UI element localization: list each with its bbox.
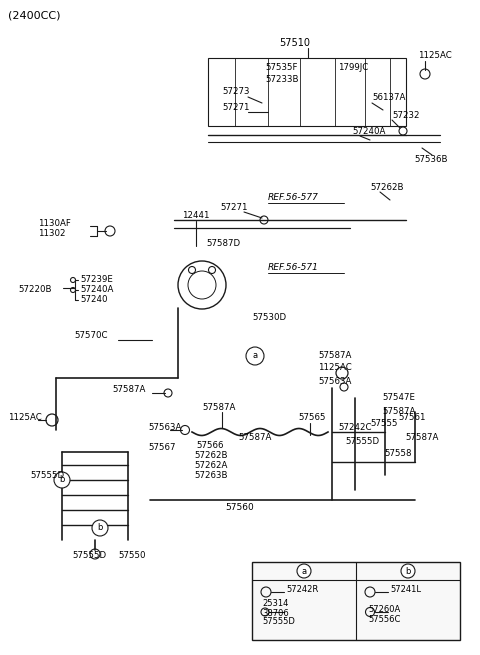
Text: 57530D: 57530D (252, 314, 286, 322)
Text: 1130AF: 1130AF (38, 219, 71, 229)
Text: 57561: 57561 (398, 413, 425, 422)
Text: 57240: 57240 (80, 295, 108, 305)
Text: 57550: 57550 (118, 550, 145, 559)
Text: 57555D: 57555D (72, 552, 106, 561)
Text: 57271: 57271 (220, 204, 248, 212)
Text: 57565: 57565 (298, 413, 325, 422)
Bar (208, 58, 406, 126)
Text: 57563A: 57563A (318, 377, 351, 386)
Text: 25314: 25314 (262, 599, 288, 608)
Text: 57220B: 57220B (18, 286, 51, 295)
Text: b: b (97, 523, 103, 533)
Text: 38706: 38706 (262, 608, 289, 618)
Text: 57547E: 57547E (382, 394, 415, 403)
Text: 57566: 57566 (196, 441, 224, 449)
Text: 57260A: 57260A (368, 605, 400, 614)
Text: 57232: 57232 (392, 111, 420, 121)
Text: 11302: 11302 (38, 229, 65, 238)
Text: 57240A: 57240A (352, 128, 385, 136)
Text: 57536B: 57536B (414, 155, 447, 164)
Circle shape (92, 520, 108, 536)
Text: 12441: 12441 (182, 210, 209, 219)
Text: 57262A: 57262A (194, 462, 228, 470)
Text: 57587D: 57587D (206, 240, 240, 248)
Circle shape (297, 564, 311, 578)
Text: b: b (405, 567, 411, 576)
Text: 57535F: 57535F (265, 64, 298, 73)
Text: a: a (301, 567, 307, 576)
Text: 57558: 57558 (384, 449, 411, 458)
Text: 57262B: 57262B (194, 451, 228, 460)
Text: 57510: 57510 (279, 38, 311, 48)
Text: 57555D: 57555D (30, 472, 64, 481)
Text: 57587A: 57587A (238, 434, 271, 443)
Text: 57555D: 57555D (345, 438, 379, 447)
Text: 57556C: 57556C (368, 614, 400, 624)
Text: 57233B: 57233B (265, 75, 299, 84)
Text: 57587A: 57587A (112, 386, 145, 394)
Text: 57567: 57567 (148, 443, 176, 453)
Text: 57242R: 57242R (286, 584, 318, 593)
Text: b: b (60, 476, 65, 485)
Text: 57560: 57560 (226, 504, 254, 512)
Circle shape (246, 347, 264, 365)
Text: 1125AC: 1125AC (8, 413, 42, 422)
Text: 56137A: 56137A (372, 94, 406, 102)
Text: 57263B: 57263B (194, 472, 228, 481)
Text: 1125AC: 1125AC (418, 50, 452, 60)
Text: 57587A: 57587A (318, 350, 351, 360)
Text: 57241L: 57241L (390, 584, 421, 593)
Text: 1125AC: 1125AC (318, 364, 352, 373)
Text: REF.56-577: REF.56-577 (268, 193, 319, 202)
Text: 57271: 57271 (222, 103, 250, 113)
Text: 57563A: 57563A (148, 424, 181, 432)
Text: 1799JC: 1799JC (338, 64, 368, 73)
Text: 57239E: 57239E (80, 276, 113, 284)
Text: REF.56-571: REF.56-571 (268, 263, 319, 272)
Text: a: a (252, 352, 258, 360)
Text: 57273: 57273 (222, 88, 250, 96)
Text: 57587A: 57587A (405, 434, 438, 443)
Text: 57240A: 57240A (80, 286, 113, 295)
Text: 57587A: 57587A (382, 407, 415, 417)
Circle shape (401, 564, 415, 578)
Bar (252, 562, 460, 640)
Text: (2400CC): (2400CC) (8, 11, 60, 21)
Circle shape (54, 472, 70, 488)
Text: 57555D: 57555D (262, 618, 295, 626)
Text: 57242C: 57242C (338, 424, 372, 432)
Text: 57262B: 57262B (370, 183, 404, 193)
Text: 57570C: 57570C (74, 331, 108, 341)
Text: 57587A: 57587A (202, 403, 235, 413)
Text: 57555: 57555 (370, 419, 397, 428)
